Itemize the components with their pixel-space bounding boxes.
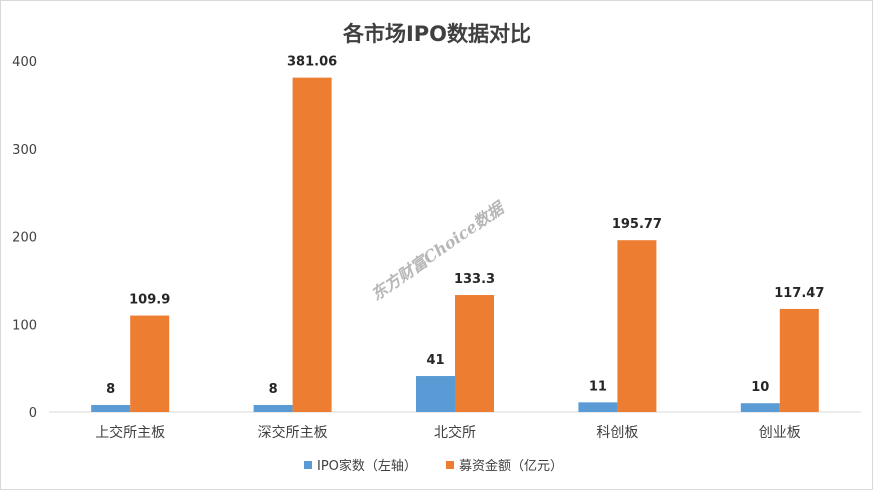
category-label: 科创板 — [596, 425, 638, 441]
x-axis-categories: 上交所主板 深交所主板 北交所 科创板 创业板 — [95, 424, 801, 441]
legend-label-fundraising: 募资金额（亿元） — [459, 458, 563, 474]
legend-swatch-fundraising — [446, 461, 454, 469]
data-label-fundraising-0: 109.9 — [129, 293, 170, 308]
data-label-ipo-count-0: 8 — [106, 382, 115, 397]
bar-ipo-count-4 — [740, 403, 780, 412]
y-tick-label: 100 — [12, 318, 37, 333]
bar-fundraising-0 — [130, 315, 170, 412]
bar-fundraising-4 — [779, 308, 819, 412]
bar-fundraising-1 — [292, 77, 332, 413]
data-label-ipo-count-4: 10 — [751, 380, 769, 395]
category-label: 上交所主板 — [95, 424, 165, 441]
category-label: 深交所主板 — [258, 424, 328, 441]
data-label-ipo-count-3: 11 — [589, 379, 607, 394]
bar-ipo-count-1 — [253, 404, 293, 412]
chart-title: 各市场IPO数据对比 — [342, 22, 531, 46]
bar-ipo-count-0 — [91, 404, 131, 412]
data-labels: 8 109.9 8 381.06 41 133.3 11 195.77 10 117.47 — [106, 55, 824, 397]
bar-ipo-count-2 — [416, 376, 455, 412]
bar-fundraising-2 — [455, 295, 494, 412]
watermark: 东方财富Choice数据 — [367, 197, 509, 304]
data-label-ipo-count-2: 41 — [426, 353, 444, 368]
bar-fundraising-3 — [617, 240, 657, 412]
y-tick-label: 400 — [12, 55, 37, 70]
data-label-fundraising-2: 133.3 — [454, 272, 495, 287]
y-tick-label: 0 — [29, 406, 37, 421]
legend-label-ipo-count: IPO家数（左轴） — [317, 458, 417, 474]
data-label-fundraising-4: 117.47 — [774, 286, 824, 301]
category-label: 北交所 — [434, 424, 476, 441]
data-label-fundraising-3: 195.77 — [612, 217, 662, 232]
category-label: 创业板 — [759, 425, 801, 441]
bar-ipo-count-3 — [578, 402, 618, 412]
y-tick-label: 200 — [12, 231, 37, 246]
legend: IPO家数（左轴） 募资金额（亿元） — [304, 458, 563, 474]
y-tick-label: 300 — [12, 143, 37, 158]
y-axis-ticks: 0 100 200 300 400 — [12, 55, 37, 421]
data-label-fundraising-1: 381.06 — [287, 55, 337, 70]
bars — [91, 77, 819, 413]
data-label-ipo-count-1: 8 — [269, 382, 278, 397]
legend-swatch-ipo-count — [304, 461, 312, 469]
